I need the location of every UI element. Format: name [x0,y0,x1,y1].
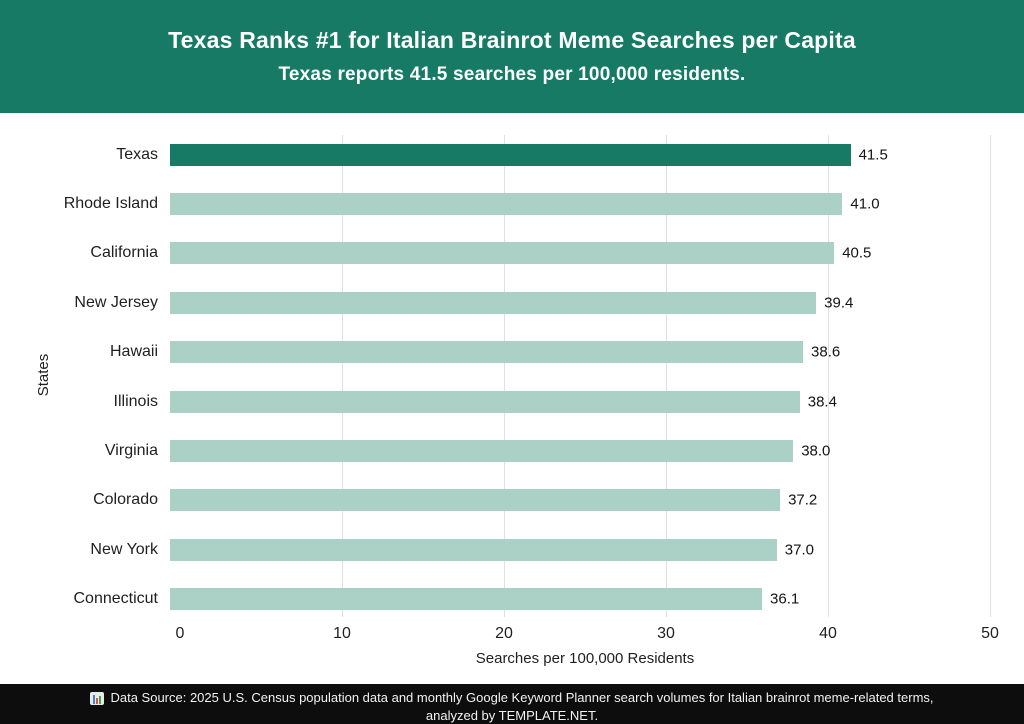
bar-chart-icon [90,691,105,705]
value-label: 37.2 [788,491,818,509]
bar-row: Colorado 37.2 [0,476,990,525]
x-tick-label: 50 [981,625,999,642]
bar [170,242,835,265]
bar-track: 37.2 [170,489,990,512]
gridline [666,135,667,617]
bar [170,193,843,216]
category-label: Colorado [93,491,158,509]
gridline [504,135,505,617]
bar-row: New Jersey 39.4 [0,278,990,327]
x-tick-label: 0 [175,625,185,642]
category-label: California [90,244,158,262]
value-label: 40.5 [842,244,872,262]
gridlines [180,135,991,617]
gridline [990,135,991,617]
bar [170,291,817,314]
bar-track: 41.0 [170,193,990,216]
bar-track: 38.0 [170,440,990,463]
x-axis-title: Searches per 100,000 Residents [475,650,695,667]
bar [170,390,800,413]
bar-track: 36.1 [170,588,990,611]
value-label: 38.0 [801,442,831,460]
bar [170,538,777,561]
footer-analyzed-text: analyzed by TEMPLATE.NET. [425,707,599,723]
category-label: New York [90,540,158,558]
bar-track: 39.4 [170,291,990,314]
bar-row: New York 37.0 [0,525,990,574]
bar-track: 38.4 [170,390,990,413]
footer-bar: Data Source: 2025 U.S. Census population… [0,684,1024,724]
bar [170,440,794,463]
category-label: Illinois [113,392,158,410]
category-label: Texas [116,145,158,163]
bar-row: Hawaii 38.6 [0,328,990,377]
category-label: Hawaii [109,343,158,361]
footer-source-text: Data Source: 2025 U.S. Census population… [110,690,934,705]
bar-track: 37.0 [170,538,990,561]
bar-track: 41.5 [170,143,990,166]
x-tick-label: 10 [333,625,351,642]
value-label: 38.4 [807,393,837,411]
x-axis-ticks: 0 10 20 30 40 50 [176,625,999,645]
value-label: 37.0 [784,541,814,559]
value-label: 39.4 [824,294,854,312]
bar-rows: Texas 41.5 Rhode Island 41.0 California 40.5 N… [0,130,990,624]
value-label: 36.1 [770,590,800,608]
bar-chart: States Texas 41.5 Rhode Island 41.0 Californ… [0,113,1024,684]
bar-row: California 40.5 [0,229,990,278]
category-label: Virginia [104,442,158,460]
bar-row: Rhode Island 41.0 [0,179,990,228]
x-tick-label: 40 [819,625,837,642]
value-label: 41.0 [850,195,880,213]
bar-row: Virginia 38.0 [0,426,990,475]
chart-title: Texas Ranks #1 for Italian Brainrot Meme… [168,27,856,53]
value-label: 41.5 [858,146,888,164]
x-tick-label: 20 [495,625,513,642]
header-banner: Texas Ranks #1 for Italian Brainrot Meme… [0,0,1024,113]
x-tick-label: 30 [657,625,675,642]
gridline [342,135,343,617]
category-label: New Jersey [74,293,158,311]
bar-track: 38.6 [170,341,990,364]
bar [170,143,851,166]
bar [170,341,804,364]
bar-row: Connecticut 36.1 [0,575,990,624]
bar [170,489,781,512]
bar-track: 40.5 [170,242,990,265]
bar-row: Texas 41.5 [0,130,990,179]
bar-row: Illinois 38.4 [0,377,990,426]
bar [170,588,763,611]
category-label: Connecticut [73,590,159,608]
chart-subtitle: Texas reports 41.5 searches per 100,000 … [278,64,746,85]
gridline [828,135,829,617]
category-label: Rhode Island [63,195,158,213]
value-label: 38.6 [811,343,841,361]
